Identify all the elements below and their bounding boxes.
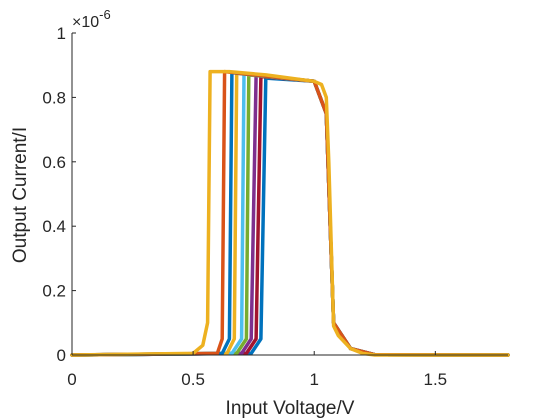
- y-tick-label-5: 1: [57, 24, 66, 43]
- series-line-9: [70, 69, 510, 357]
- y-exponent-power: -6: [99, 7, 111, 22]
- y-tick-label-1: 0.2: [42, 282, 66, 301]
- x-tick-label-2: 1: [309, 370, 318, 389]
- label-layer: Input Voltage/V Output Current/I ×10-6: [10, 7, 355, 419]
- y-exponent-base: ×10: [72, 14, 99, 31]
- x-tick-label-3: 1.5: [424, 370, 448, 389]
- y-tick-label-3: 0.6: [42, 153, 66, 172]
- axes-layer: 0 0.5 1 1.5 0 0.2 0.4 0.6 0.8 1: [42, 24, 508, 389]
- y-tick-label-2: 0.4: [42, 217, 66, 236]
- x-tick-label-1: 0.5: [181, 370, 205, 389]
- y-tick-label-0: 0: [57, 346, 66, 365]
- x-tick-label-0: 0: [67, 370, 76, 389]
- y-axis-label: Output Current/I: [10, 127, 31, 263]
- y-tick-label-4: 0.8: [42, 88, 66, 107]
- plot-area: [72, 33, 508, 355]
- y-axis-exponent: ×10-6: [72, 7, 111, 31]
- x-axis-label: Input Voltage/V: [226, 398, 355, 419]
- series-layer: [70, 69, 510, 357]
- plot-background: [72, 33, 508, 355]
